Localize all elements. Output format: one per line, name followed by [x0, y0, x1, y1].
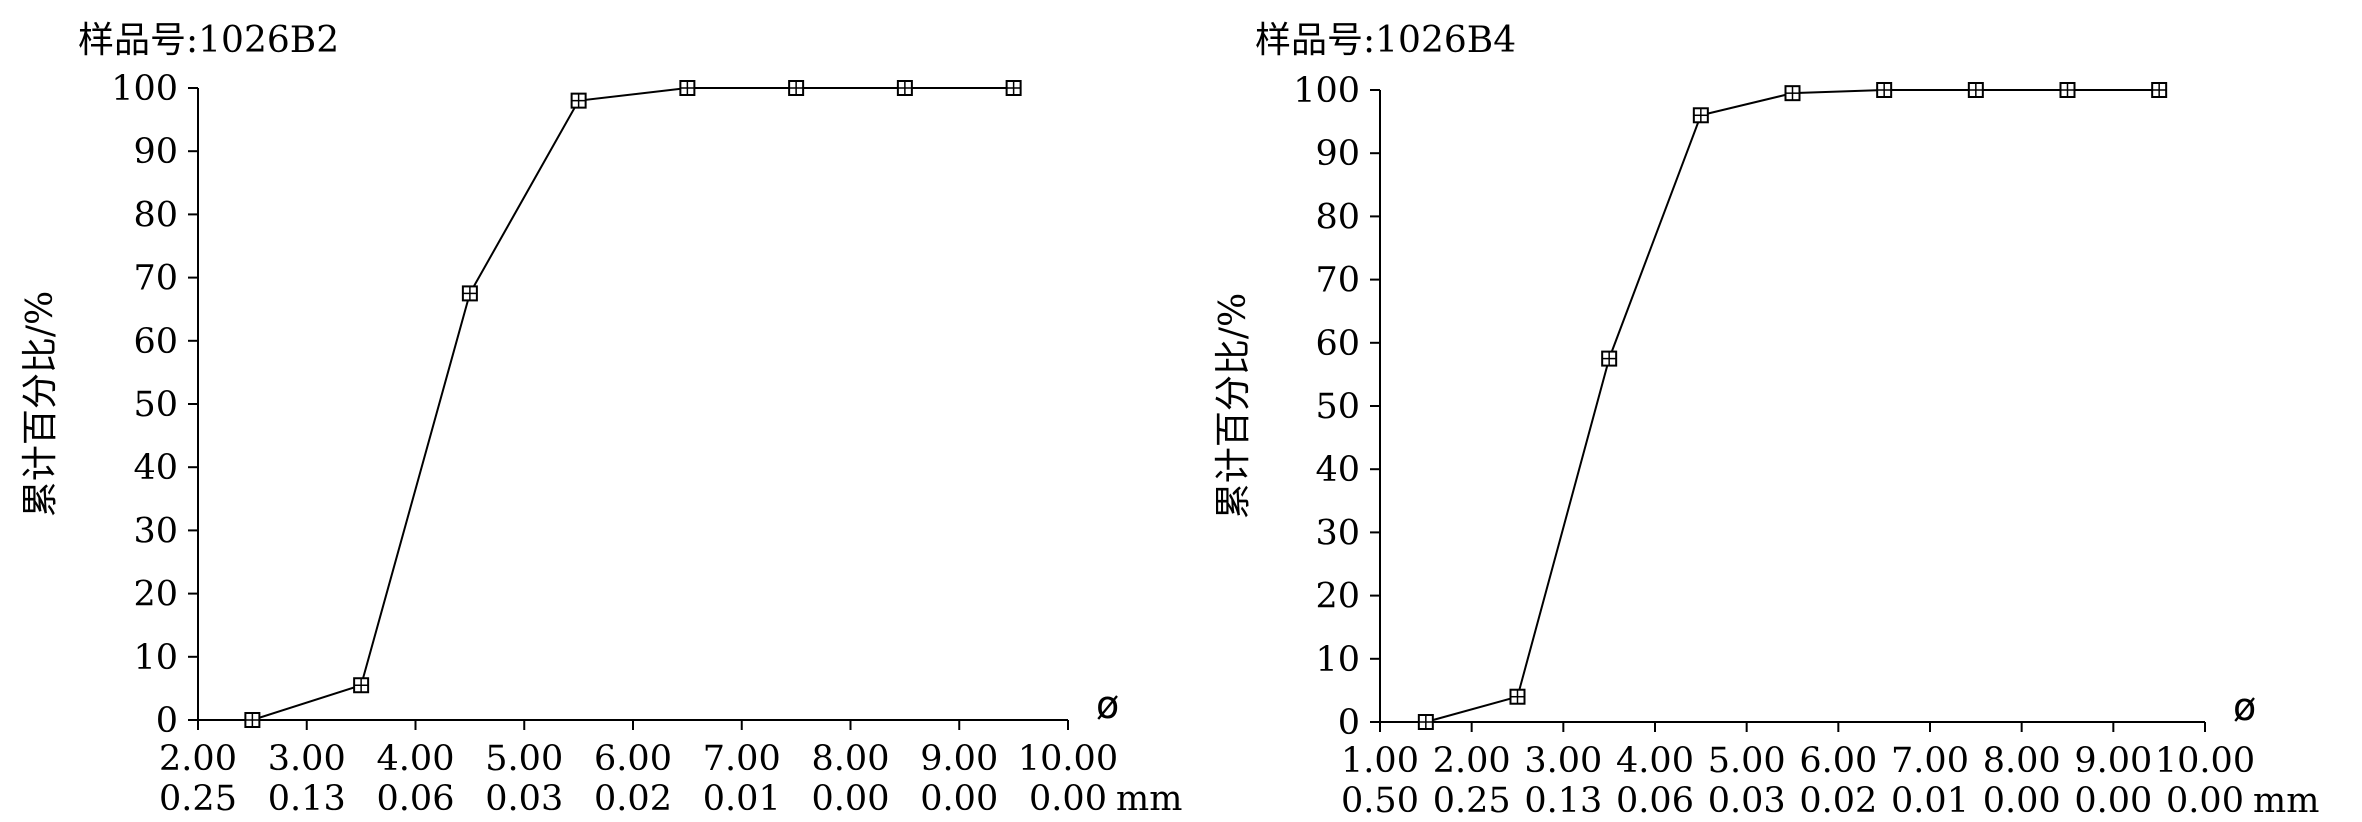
x-tick-label-mm: 0.03 [1708, 781, 1786, 821]
x-tick-label-phi: 5.00 [485, 739, 563, 779]
y-tick-label: 0 [156, 701, 178, 741]
y-tick-label: 90 [133, 132, 178, 172]
y-tick-label: 20 [133, 575, 178, 615]
x-tick-label-phi: 2.00 [1433, 741, 1511, 781]
data-point [1509, 688, 1526, 705]
y-tick-label: 60 [1315, 324, 1360, 364]
y-axis-label: 累计百分比/% [1213, 293, 1254, 519]
data-point [1692, 107, 1709, 124]
y-tick-label: 50 [1315, 387, 1360, 427]
chart-panel-1026B4: 样品号:1026B4 累计百分比/% 0 10 20 30 40 50 60 70 80 90 100 1… [1213, 20, 2319, 821]
x-tick-label-mm: 0.50 [1341, 781, 1419, 821]
x-tick-label-mm: 0.00 [1029, 779, 1107, 819]
x-tick-label-phi: 7.00 [1891, 741, 1969, 781]
x-tick-label-phi: 10.00 [1018, 739, 1118, 779]
data-point [1005, 80, 1022, 96]
x-tick-label-mm: 0.00 [1983, 781, 2061, 821]
x-unit-label: mm [2253, 781, 2319, 821]
x-tick-label-mm: 0.01 [1891, 781, 1969, 821]
y-tick-label: 70 [133, 259, 178, 299]
data-point [570, 92, 587, 109]
x-tick-label-phi: 10.00 [2155, 741, 2255, 781]
y-axis-label: 累计百分比/% [20, 291, 61, 517]
y-tick-label: 70 [1315, 261, 1360, 301]
x-tick-label-phi: 3.00 [1524, 741, 1602, 781]
x-tick-label-mm: 0.02 [594, 779, 672, 819]
data-point [1417, 714, 1434, 730]
x-unit-label: mm [1116, 779, 1182, 819]
x-tick-label-phi: 5.00 [1708, 741, 1786, 781]
x-tick-label-mm: 0.00 [812, 779, 890, 819]
x-tick-label-mm: 0.01 [703, 779, 781, 819]
x-tick-label-phi: 6.00 [594, 739, 672, 779]
x-tick-label-mm: 0.25 [1433, 781, 1511, 821]
x-tick-label-phi: 8.00 [812, 739, 890, 779]
x-tick-label-phi: 8.00 [1983, 741, 2061, 781]
data-point [896, 80, 913, 96]
x-tick-label-mm: 0.00 [2166, 781, 2244, 821]
x-tick-label-phi: 3.00 [268, 739, 346, 779]
x-tick-label-mm: 0.13 [268, 779, 346, 819]
x-tick-label-mm: 0.00 [920, 779, 998, 819]
chart-title: 样品号:1026B2 [78, 20, 339, 61]
x-tick-label-mm: 0.06 [1616, 781, 1694, 821]
y-tick-label: 10 [1315, 640, 1360, 680]
data-point [353, 677, 370, 694]
y-tick-label: 90 [1315, 134, 1360, 174]
data-point [2059, 82, 2076, 98]
y-tick-label: 40 [133, 448, 178, 488]
x-tick-label-phi: 6.00 [1799, 741, 1877, 781]
x-tick-label-phi: 4.00 [1616, 741, 1694, 781]
x-axis-label: ø [1096, 683, 1119, 727]
x-tick-label-mm: 0.13 [1524, 781, 1602, 821]
x-tick-label-phi: 7.00 [703, 739, 781, 779]
data-point [461, 285, 478, 302]
y-tick-label: 80 [1315, 197, 1360, 237]
data-point [1601, 350, 1618, 367]
x-tick-label-phi: 2.00 [159, 739, 237, 779]
x-tick-label-mm: 0.00 [2074, 781, 2152, 821]
x-tick-label-phi: 4.00 [377, 739, 455, 779]
y-tick-label: 60 [133, 322, 178, 362]
y-tick-label: 30 [1315, 513, 1360, 553]
data-point [244, 712, 261, 728]
chart-panel-1026B2: 样品号:1026B2 累计百分比/% 0 10 20 30 40 50 60 70 80 90 100 2… [20, 20, 1182, 819]
data-point [1876, 82, 1893, 98]
y-tick-label: 100 [111, 69, 178, 109]
y-tick-label: 100 [1293, 71, 1360, 111]
x-tick-label-mm: 0.03 [485, 779, 563, 819]
data-point [788, 80, 805, 96]
series-line [1425, 89, 2160, 723]
y-tick-label: 40 [1315, 450, 1360, 490]
data-point [2151, 82, 2168, 98]
x-tick-label-mm: 0.06 [377, 779, 455, 819]
series-line [252, 87, 1014, 721]
y-tick-label: 10 [133, 638, 178, 678]
y-tick-label: 0 [1338, 703, 1360, 743]
data-point [1784, 85, 1801, 102]
chart-title: 样品号:1026B4 [1255, 20, 1516, 61]
y-tick-label: 20 [1315, 577, 1360, 617]
x-tick-label-phi: 9.00 [2074, 741, 2152, 781]
y-tick-label: 50 [133, 385, 178, 425]
data-point [679, 80, 696, 96]
y-tick-label: 80 [133, 195, 178, 235]
x-tick-label-mm: 0.25 [159, 779, 237, 819]
x-tick-label-phi: 1.00 [1341, 741, 1419, 781]
y-tick-label: 30 [133, 511, 178, 551]
x-axis-label: ø [2233, 685, 2256, 729]
x-tick-label-mm: 0.02 [1799, 781, 1877, 821]
x-tick-label-phi: 9.00 [920, 739, 998, 779]
data-point [1967, 82, 1984, 98]
